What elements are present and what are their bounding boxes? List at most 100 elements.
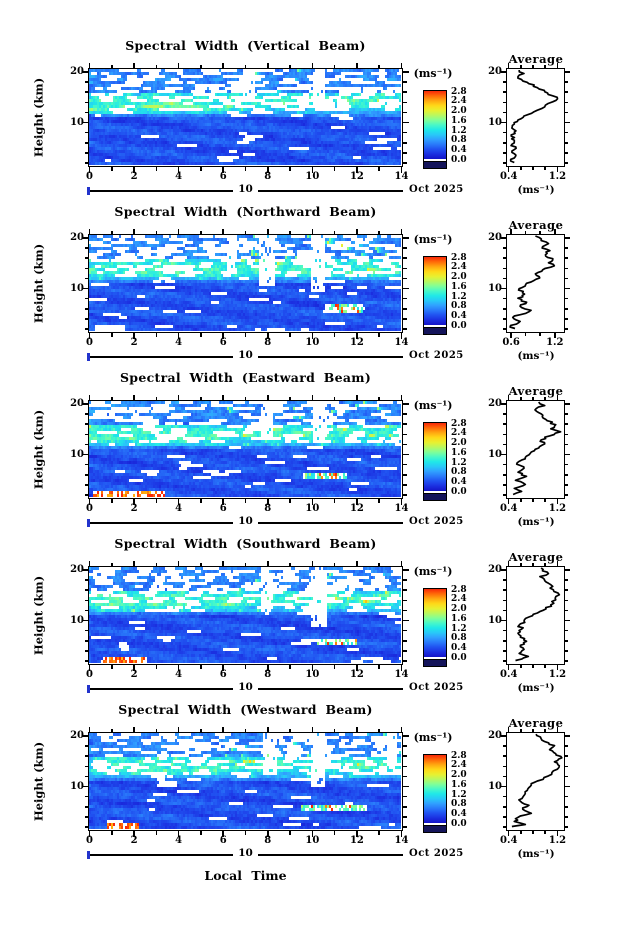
colorbar-below-range-segment <box>424 659 446 666</box>
y-axis-tick <box>403 423 407 425</box>
x-axis-tick <box>133 726 135 732</box>
x-axis-tick <box>400 726 403 732</box>
avg-y-axis-tick <box>565 71 570 73</box>
colorbar-tick-label: 0.0 <box>451 652 467 663</box>
avg-y-axis-tick <box>565 81 568 83</box>
x-axis-tick <box>88 167 91 173</box>
x-axis-tick <box>378 562 380 566</box>
x-axis-tick <box>111 333 113 337</box>
avg-x-tick-label: 0.4 <box>500 835 518 846</box>
avg-y-axis-tick <box>503 443 506 446</box>
avg-y-axis-tick <box>565 318 568 320</box>
avg-y-axis-tick <box>565 443 568 446</box>
colorbar-tick-label: 0.4 <box>451 809 467 820</box>
y-axis-tick <box>403 619 409 622</box>
y-axis-tick <box>82 569 88 571</box>
x-tick-label: 12 <box>349 503 364 514</box>
colorbar <box>423 588 447 667</box>
y-axis-tick <box>84 484 88 486</box>
heatmap-canvas <box>89 401 401 497</box>
x-axis-tick <box>222 831 224 837</box>
colorbar-tick-label: 0.0 <box>451 154 467 165</box>
x-tick-label: 10 <box>305 669 320 680</box>
x-tick-label: 8 <box>264 835 272 846</box>
colorbar-tick-label: 1.6 <box>451 281 467 292</box>
y-axis-tick <box>403 735 409 737</box>
panel-title: Spectral Width (Southward Beam) <box>114 536 377 551</box>
x-axis-tick <box>133 560 135 566</box>
avg-y-axis-tick <box>565 806 568 808</box>
x-axis-tick <box>133 228 135 234</box>
x-axis-tick <box>289 728 291 732</box>
x-axis-tick <box>244 396 247 400</box>
y-axis-tick <box>84 629 88 632</box>
x-axis-tick <box>289 562 291 566</box>
x-axis-tick <box>333 167 336 171</box>
avg-y-axis-tick <box>565 423 568 425</box>
avg-y-axis-tick <box>501 71 506 73</box>
avg-y-axis-tick <box>565 91 568 93</box>
colorbar-tick-label: 2.8 <box>451 418 467 429</box>
avg-x-axis-tick <box>556 831 559 836</box>
x-axis-tick <box>177 726 180 732</box>
y-axis-tick <box>84 433 88 436</box>
x-axis-tick <box>311 726 314 732</box>
x-axis-tick <box>378 396 380 400</box>
colorbar-gradient <box>424 589 446 657</box>
x-axis-tick <box>88 726 91 732</box>
panel-title: Spectral Width (Eastward Beam) <box>119 370 372 385</box>
x-axis-title: Local Time <box>204 868 287 883</box>
x-tick-label: 10 <box>305 337 320 348</box>
y-axis-tick <box>403 826 407 828</box>
avg-y-axis-tick <box>503 277 506 280</box>
average-profile-line <box>512 401 562 496</box>
heatmap-plot <box>88 732 403 831</box>
x-axis-tick <box>267 665 269 671</box>
x-axis-tick <box>222 333 224 339</box>
x-axis-tick <box>88 333 91 339</box>
y-axis-tick <box>82 453 88 456</box>
date-axis-start-marker <box>87 187 90 195</box>
y-axis-tick <box>84 277 88 280</box>
x-axis-tick <box>267 167 269 173</box>
avg-y-axis-tick <box>565 463 568 466</box>
avg-x-axis-tick <box>556 727 559 732</box>
y-axis-tick <box>84 826 88 828</box>
y-axis-tick <box>84 152 88 154</box>
avg-y-axis-tick <box>503 599 506 602</box>
x-axis-tick <box>222 167 224 173</box>
y-axis-tick <box>403 795 407 798</box>
panel-spectral-width-eastward-beam: Spectral Width (Eastward Beam) Height (k… <box>0 354 620 554</box>
average-plot-title: Average <box>508 550 564 564</box>
avg-y-tick-label: 10 <box>488 448 502 460</box>
x-axis-tick <box>311 560 314 566</box>
avg-y-axis-tick <box>503 162 506 164</box>
x-axis-tick <box>222 228 224 234</box>
avg-x-tick-label: 1.2 <box>548 171 567 182</box>
x-tick-label: 14 <box>394 171 409 182</box>
date-axis-start-marker <box>87 353 90 361</box>
x-tick-label: 4 <box>175 503 183 514</box>
avg-y-axis-tick <box>501 121 506 124</box>
y-axis-tick <box>84 474 88 476</box>
avg-y-axis-tick <box>501 403 506 405</box>
x-axis-tick <box>222 394 224 400</box>
x-axis-tick <box>155 167 158 171</box>
x-axis-tick <box>311 333 314 339</box>
y-axis-tick <box>84 308 88 310</box>
avg-x-axis-tick <box>532 65 534 68</box>
x-tick-label: 4 <box>175 669 183 680</box>
avg-y-axis-tick <box>501 619 506 622</box>
x-axis-tick <box>378 230 380 234</box>
heatmap-canvas <box>89 69 401 165</box>
colorbar <box>423 256 447 335</box>
date-axis-start-marker <box>87 685 90 693</box>
avg-y-axis-tick <box>503 775 506 778</box>
y-axis-tick <box>82 619 88 622</box>
y-axis-tick <box>84 589 88 591</box>
date-axis-line-right <box>258 356 403 358</box>
x-axis-tick <box>378 728 380 732</box>
avg-y-axis-tick <box>503 589 506 591</box>
x-tick-label: 12 <box>349 171 364 182</box>
x-axis-tick <box>311 831 314 837</box>
